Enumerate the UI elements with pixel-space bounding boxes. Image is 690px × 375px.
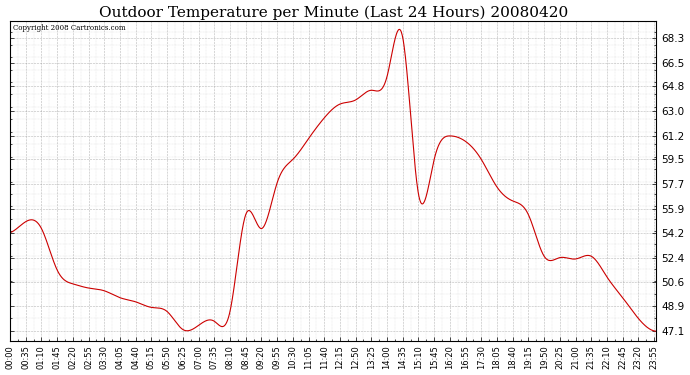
Text: Copyright 2008 Cartronics.com: Copyright 2008 Cartronics.com xyxy=(13,24,126,32)
Title: Outdoor Temperature per Minute (Last 24 Hours) 20080420: Outdoor Temperature per Minute (Last 24 … xyxy=(99,6,568,20)
